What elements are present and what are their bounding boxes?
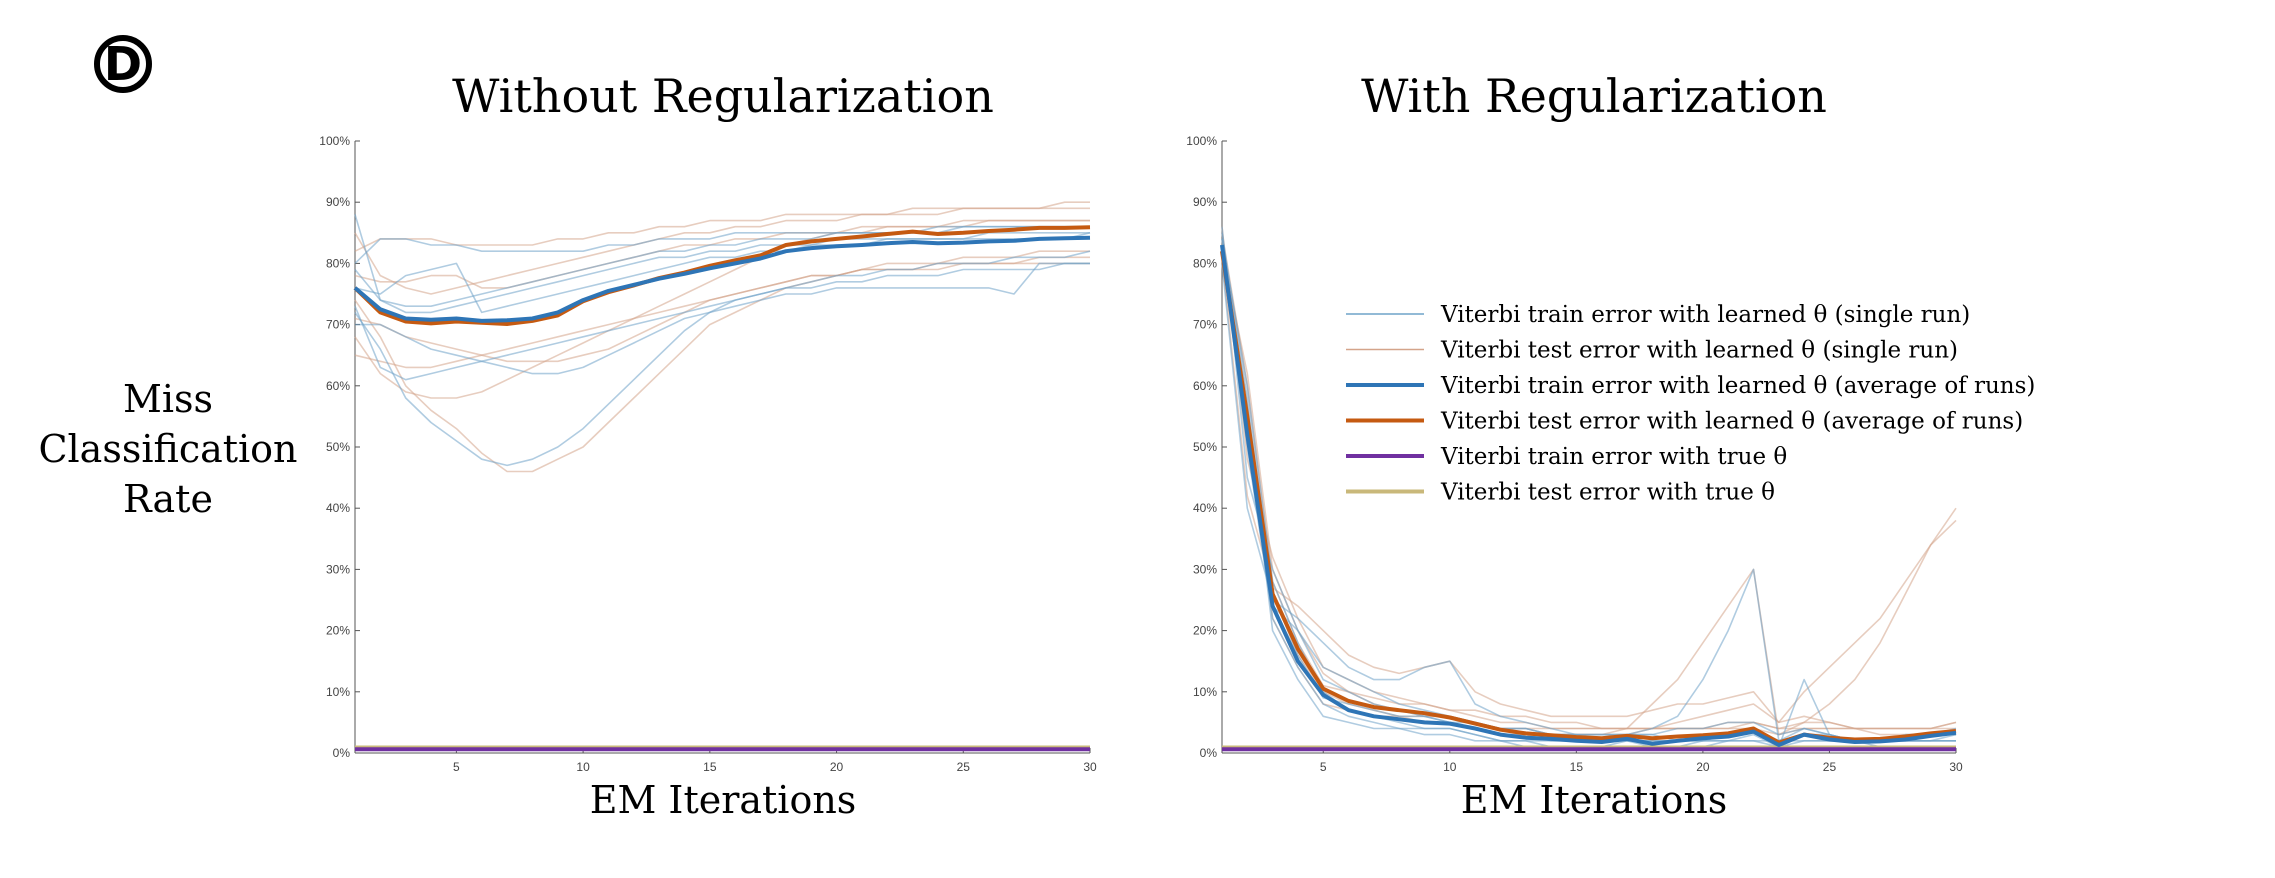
series-line-test-single [354,250,1090,473]
y-tick-label: 100% [319,134,350,148]
plot-area-right: 0% 10% 20% 30% 40% 50% 60% 70% 80% 90% 100% 5 10 15 20… [1186,134,1963,774]
x-tick-label: 15 [1570,760,1584,774]
series-line-test-single [354,207,1090,252]
y-tick-label: 10% [326,685,350,699]
y-axis-title-line-1: Miss [123,377,213,421]
y-tick-label: 20% [326,624,350,638]
series-line-train-single [354,225,1090,264]
series-line-train-avg [1220,244,1957,747]
series-line-train-single [354,250,1091,467]
y-tick-label: 30% [1193,562,1217,576]
legend-label-train-avg: Viterbi train error with learned θ (aver… [1440,373,2035,399]
legend-label-train-true: Viterbi train error with true θ [1440,444,1787,470]
y-tick-label: 50% [326,440,350,454]
series-line-train-single [354,232,1090,314]
series-line-test-avg [353,225,1091,326]
x-tick-label: 30 [1949,760,1963,774]
x-tick-label: 10 [1443,760,1457,774]
x-tick-label: 5 [1320,760,1327,774]
series-line-test-single [354,262,1090,363]
plot-area-left: 0% 10% 20% 30% 40% 50% 60% 70% 80% 90% 100% 5 10 15 20… [319,134,1097,774]
y-tick-label: 80% [1193,256,1217,270]
x-tick-label: 10 [576,760,590,774]
y-tick-label: 20% [1193,624,1217,638]
y-tick-label: 40% [1193,501,1217,515]
series-line-train-single [354,214,1090,308]
y-tick-label: 80% [326,256,350,270]
x-tick-label: 15 [703,760,717,774]
y-tick-label: 90% [1193,195,1217,209]
y-tick-label: 0% [333,746,351,760]
panel-label: D [104,37,142,91]
y-tick-label: 40% [326,501,350,515]
x-tick-label: 30 [1083,760,1097,774]
y-tick-label: 60% [1193,379,1217,393]
x-tick-label: 20 [1696,760,1710,774]
x-tick-label: 25 [1823,760,1837,774]
y-tick-label: 70% [1193,318,1217,332]
legend-label-test-single: Viterbi test error with learned θ (singl… [1440,338,1958,364]
series-line-train-single [354,262,1090,381]
x-axis-title-left: EM Iterations [590,778,857,822]
y-tick-label: 70% [326,318,350,332]
x-tick-label: 20 [830,760,844,774]
y-tick-label: 0% [1200,746,1218,760]
legend: Viterbi train error with learned θ (sing… [1346,302,2035,506]
series-line-test-single [1221,232,1956,736]
series-line-train-single [354,232,1091,314]
series-line-train-single [355,262,1090,375]
legend-label-test-avg: Viterbi test error with learned θ (avera… [1440,409,2023,435]
x-tick-label: 5 [453,760,460,774]
series-line-test-single [354,219,1090,399]
legend-label-test-true: Viterbi test error with true θ [1440,480,1775,506]
series-line-test-single [1221,257,1957,730]
series-line-train-avg [353,235,1091,323]
y-tick-label: 100% [1186,134,1217,148]
legend-label-train-single: Viterbi train error with learned θ (sing… [1440,302,1970,328]
y-axis-title-line-2: Classification [38,427,297,471]
y-tick-label: 30% [326,562,350,576]
panel-label-badge: D [94,35,152,93]
y-tick-label: 50% [1193,440,1217,454]
series-line-train-single [1221,238,1956,742]
y-axis-title-line-3: Rate [123,477,213,521]
x-axis-title-right: EM Iterations [1461,778,1728,822]
y-tick-label: 90% [326,195,350,209]
series-line-test-single [354,219,1090,289]
x-tick-label: 25 [957,760,971,774]
chart-title-left: Without Regularization [452,69,994,123]
chart-title-right: With Regularization [1361,69,1827,123]
y-tick-label: 60% [326,379,350,393]
y-tick-label: 10% [1193,685,1217,699]
